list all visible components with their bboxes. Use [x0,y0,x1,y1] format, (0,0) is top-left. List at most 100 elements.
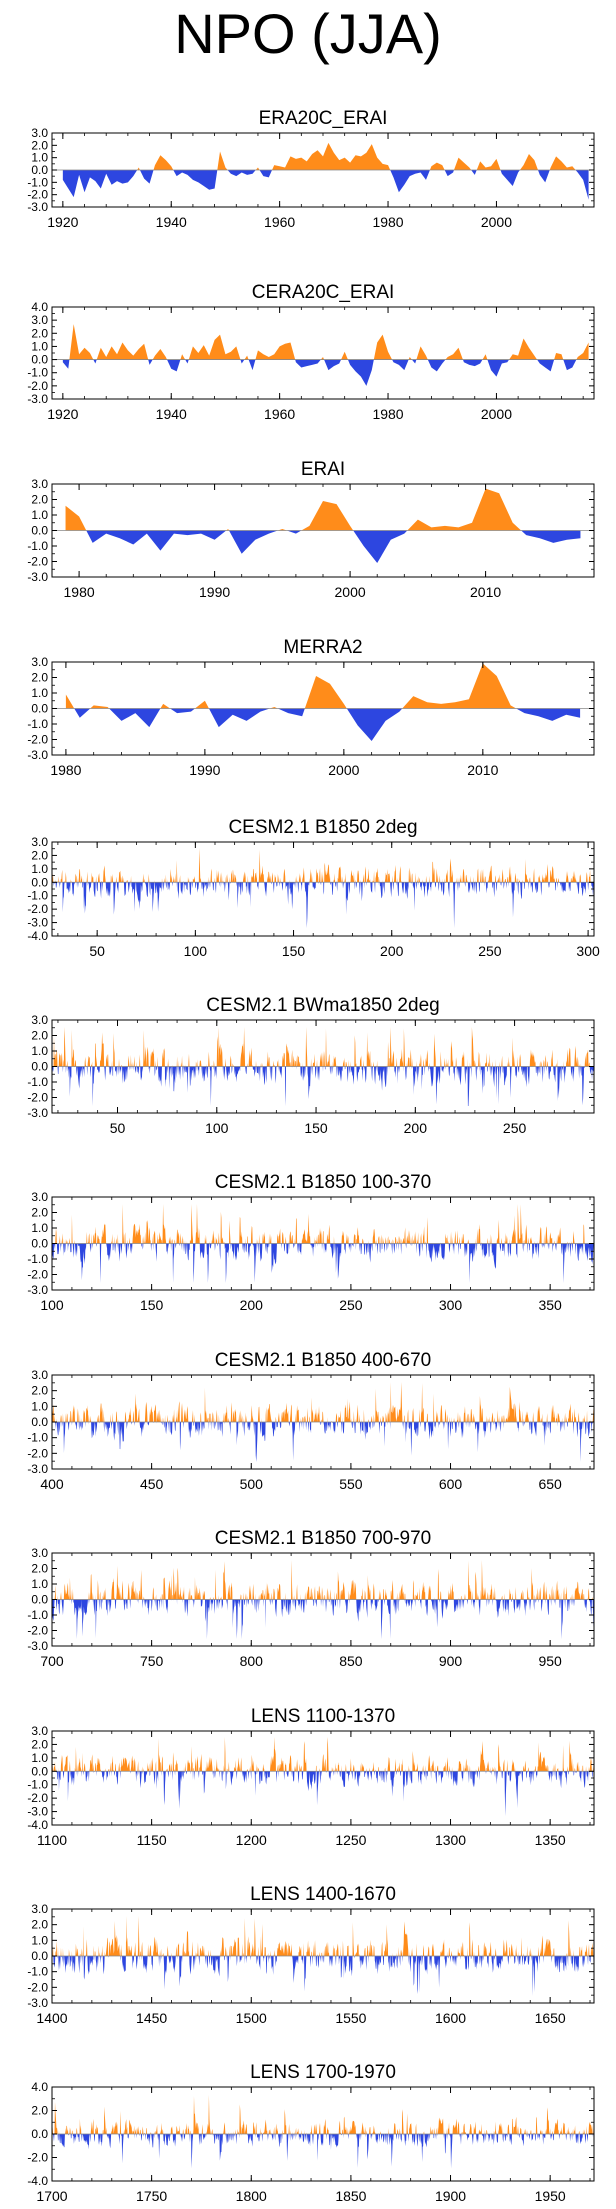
negative-area [62,359,589,386]
positive-area [52,1382,594,1422]
y-tick-label: -2.0 [27,1091,48,1105]
x-tick-label: 250 [339,1297,363,1313]
y-tick-label: -1.0 [27,366,48,380]
y-tick-label: 2.0 [31,1737,48,1751]
y-tick-label: 2.0 [31,1384,48,1398]
x-tick-label: 550 [339,1476,363,1492]
x-tick-label: 950 [538,1653,562,1669]
chart-title: CESM2.1 B1850 400-670 [215,1350,432,1371]
y-tick-label: 3.0 [31,1013,48,1027]
y-tick-label: 0.0 [31,875,48,889]
y-tick-label: -2.0 [27,1446,48,1460]
chart-panel-6: CESM2.1 BWma1850 2deg 3.0 2.01.0 0.0-1.0 -2.… [27,995,595,1136]
y-tick-label: -3.0 [27,1462,48,1476]
positive-area [52,2094,594,2134]
x-tick-label: 1960 [264,214,295,230]
y-tick-label: -2.0 [27,1624,48,1638]
y-tick-label: 3.0 [31,1368,48,1382]
chart-title: ERAI [301,459,345,480]
x-tick-label: 350 [538,1297,562,1313]
y-tick-label: 0.0 [31,1593,48,1607]
x-tick-label: 2000 [481,214,512,230]
y-tick-label: 3.0 [31,835,48,849]
x-tick-label: 100 [184,943,208,959]
y-tick-label: -3.0 [27,916,48,930]
negative-area [52,1599,594,1640]
positive-area [62,324,589,360]
y-tick-label: 0.0 [31,1237,48,1251]
x-tick-label: 50 [89,943,105,959]
x-tick-label: 1150 [137,1832,167,1848]
x-tick-label: 800 [240,1653,264,1669]
x-tick-label: 250 [503,1120,527,1136]
chart-title: LENS 1700-1970 [250,2062,396,2083]
x-tick-label: 2000 [328,762,359,778]
y-tick-label: -2.0 [27,902,48,916]
y-tick-label: 0.0 [31,163,48,177]
y-tick-label: 1.0 [31,151,48,165]
x-tick-label: 1990 [189,762,220,778]
positive-area [52,848,594,883]
y-tick-label: -1.0 [27,539,48,553]
y-tick-label: 1.0 [31,339,48,353]
x-tick-label: 700 [40,1653,64,1669]
y-tick-label: -3.0 [27,1639,48,1653]
y-tick-label: -2.0 [27,733,48,747]
y-tick-label: 1.0 [31,1399,48,1413]
y-tick-label: -3.0 [27,392,48,406]
x-tick-label: 150 [140,1297,164,1313]
chart-title: MERRA2 [283,637,362,658]
y-tick-label: -1.0 [27,1252,48,1266]
y-tick-label: -3.0 [27,748,48,762]
x-tick-label: 1960 [264,406,295,422]
y-tick-label: 2.0 [31,1206,48,1220]
chart-panel-3: ERAI 3.0 2.01.0 0.0-1.0 -2.0-3.0 1980 1990 2000… [27,459,595,600]
y-tick-label: -1.0 [27,1965,48,1979]
y-tick-label: 3.0 [31,1190,48,1204]
x-tick-label: 1600 [435,2010,466,2026]
chart-title: CESM2.1 BWma1850 2deg [206,995,439,1016]
x-tick-label: 1450 [136,2010,167,2026]
y-tick-label: 4.0 [31,300,48,314]
x-tick-label: 250 [478,943,502,959]
y-tick-label: -2.0 [27,1268,48,1282]
y-tick-label: -1.0 [27,175,48,189]
positive-area [65,663,581,709]
x-tick-label: 450 [140,1476,164,1492]
chart-title: LENS 1100-1370 [251,1706,395,1727]
chart-panel-9: CESM2.1 B1850 700-970 3.0 2.01.0 0.0-1.0 -2.… [27,1528,595,1669]
y-tick-label: -3.0 [27,1106,48,1120]
y-tick-label: 1.0 [31,1751,48,1765]
y-tick-label: 2.0 [31,326,48,340]
y-tick-label: 3.0 [31,655,48,669]
chart-title: CESM2.1 B1850 700-970 [215,1528,432,1549]
y-tick-label: 0.0 [31,1949,48,1963]
y-tick-label: -3.0 [27,570,48,584]
y-tick-label: -1.0 [27,1608,48,1622]
y-tick-label: -2.0 [27,1791,48,1805]
positive-area [52,1559,594,1600]
x-tick-label: 1650 [535,2010,566,2026]
negative-area [65,530,581,564]
y-tick-label: 0.0 [31,524,48,538]
x-tick-label: 1550 [335,2010,366,2026]
y-tick-label: -4.0 [27,929,48,943]
x-tick-label: 1850 [335,2188,366,2204]
x-tick-label: 200 [240,1297,264,1313]
x-tick-label: 300 [439,1297,463,1313]
y-tick-label: 2.0 [31,1918,48,1932]
y-tick-label: -2.0 [27,188,48,202]
x-tick-label: 1920 [47,214,78,230]
x-tick-label: 1980 [372,406,403,422]
x-tick-label: 750 [140,1653,164,1669]
x-tick-label: 1990 [199,584,230,600]
x-tick-label: 100 [205,1120,229,1136]
x-tick-label: 1980 [64,584,95,600]
x-tick-label: 1350 [535,1832,566,1848]
x-tick-label: 200 [380,943,404,959]
x-tick-label: 150 [282,943,306,959]
chart-title: CESM2.1 B1850 100-370 [215,1172,432,1193]
y-tick-label: 2.0 [31,2104,48,2118]
positive-area [52,1737,594,1772]
chart-panel-7: CESM2.1 B1850 100-370 3.0 2.01.0 0.0-1.0 -2.… [27,1172,595,1313]
